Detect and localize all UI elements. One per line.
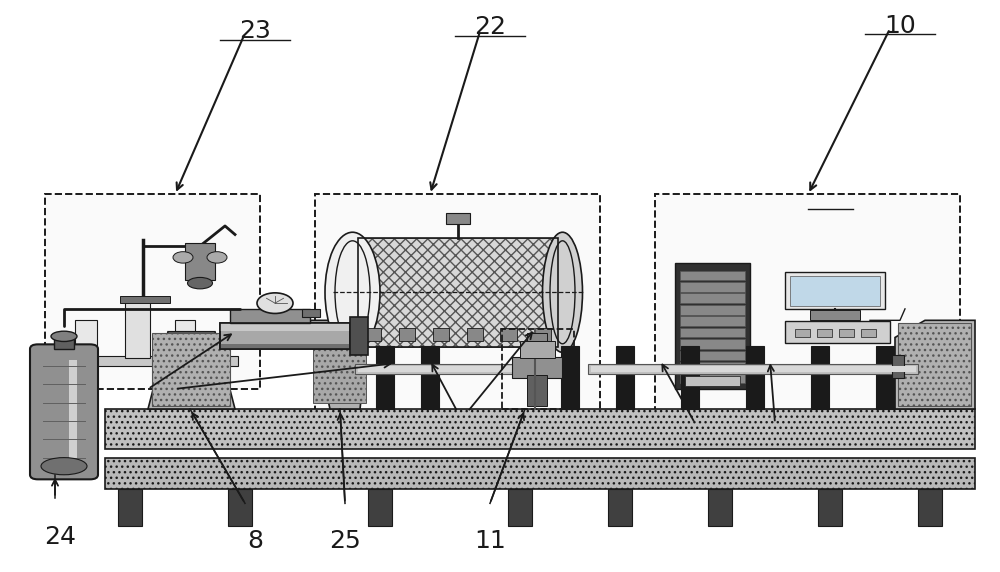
- Bar: [466, 328, 482, 341]
- Bar: [680, 351, 745, 360]
- Bar: [105, 458, 975, 489]
- Bar: [708, 489, 732, 526]
- Bar: [675, 263, 750, 389]
- Bar: [120, 296, 170, 303]
- Bar: [315, 194, 600, 412]
- Bar: [839, 329, 854, 337]
- Bar: [811, 346, 829, 409]
- Bar: [45, 194, 260, 389]
- Bar: [175, 320, 195, 355]
- Polygon shape: [310, 320, 370, 409]
- Bar: [876, 346, 894, 409]
- Bar: [508, 489, 532, 526]
- Bar: [561, 346, 579, 409]
- Bar: [69, 360, 77, 463]
- Bar: [681, 346, 699, 409]
- Bar: [75, 320, 97, 355]
- Bar: [680, 305, 745, 315]
- Bar: [398, 328, 415, 341]
- Circle shape: [257, 293, 293, 313]
- Bar: [534, 328, 550, 341]
- Bar: [105, 409, 975, 449]
- Ellipse shape: [41, 458, 87, 475]
- Bar: [898, 323, 971, 406]
- Bar: [365, 328, 381, 341]
- Bar: [817, 329, 832, 337]
- Bar: [228, 489, 252, 526]
- Text: 11: 11: [474, 529, 506, 553]
- Bar: [790, 276, 880, 306]
- Polygon shape: [148, 332, 235, 409]
- Bar: [54, 336, 74, 349]
- Bar: [785, 272, 885, 309]
- Bar: [810, 310, 860, 320]
- Bar: [502, 329, 574, 409]
- Circle shape: [173, 252, 193, 263]
- Text: 8: 8: [247, 529, 263, 553]
- Bar: [358, 238, 558, 347]
- Bar: [680, 271, 745, 280]
- Bar: [368, 489, 392, 526]
- Bar: [421, 346, 439, 409]
- Bar: [220, 323, 350, 331]
- Bar: [500, 328, 516, 341]
- Bar: [918, 489, 942, 526]
- Bar: [220, 344, 350, 349]
- Polygon shape: [895, 320, 975, 409]
- Bar: [220, 323, 350, 349]
- Text: 10: 10: [884, 14, 916, 38]
- Bar: [313, 324, 366, 403]
- Bar: [591, 366, 916, 372]
- Circle shape: [207, 252, 227, 263]
- Bar: [358, 366, 538, 372]
- Bar: [680, 328, 745, 337]
- Text: 23: 23: [239, 19, 271, 43]
- Bar: [608, 489, 632, 526]
- Bar: [512, 358, 562, 378]
- Bar: [376, 346, 394, 409]
- FancyBboxPatch shape: [30, 344, 98, 479]
- Bar: [527, 375, 547, 406]
- Bar: [302, 309, 320, 317]
- Bar: [746, 346, 764, 409]
- Bar: [795, 329, 810, 337]
- Bar: [892, 355, 904, 378]
- Text: 25: 25: [329, 529, 361, 553]
- Bar: [432, 328, 448, 341]
- Bar: [152, 333, 230, 406]
- Bar: [185, 243, 215, 280]
- Text: 24: 24: [44, 525, 76, 549]
- Bar: [861, 329, 876, 337]
- Bar: [680, 293, 745, 303]
- Bar: [220, 323, 350, 349]
- Bar: [527, 333, 547, 341]
- Bar: [616, 346, 634, 409]
- Bar: [818, 489, 842, 526]
- Bar: [680, 282, 745, 292]
- Ellipse shape: [542, 232, 582, 352]
- Text: 22: 22: [474, 15, 506, 39]
- Bar: [125, 300, 150, 358]
- Bar: [680, 339, 745, 349]
- Bar: [588, 364, 918, 374]
- Bar: [355, 364, 540, 374]
- Bar: [680, 374, 745, 383]
- Bar: [685, 376, 740, 386]
- Bar: [118, 489, 142, 526]
- Bar: [655, 194, 960, 423]
- Ellipse shape: [188, 277, 212, 289]
- Ellipse shape: [325, 232, 380, 352]
- Bar: [358, 238, 558, 347]
- Bar: [520, 341, 555, 358]
- Bar: [446, 213, 470, 224]
- Bar: [680, 316, 745, 326]
- Ellipse shape: [51, 331, 77, 341]
- Bar: [785, 321, 890, 343]
- Bar: [680, 362, 745, 372]
- Bar: [63, 356, 238, 366]
- Bar: [350, 317, 368, 355]
- Bar: [230, 309, 310, 323]
